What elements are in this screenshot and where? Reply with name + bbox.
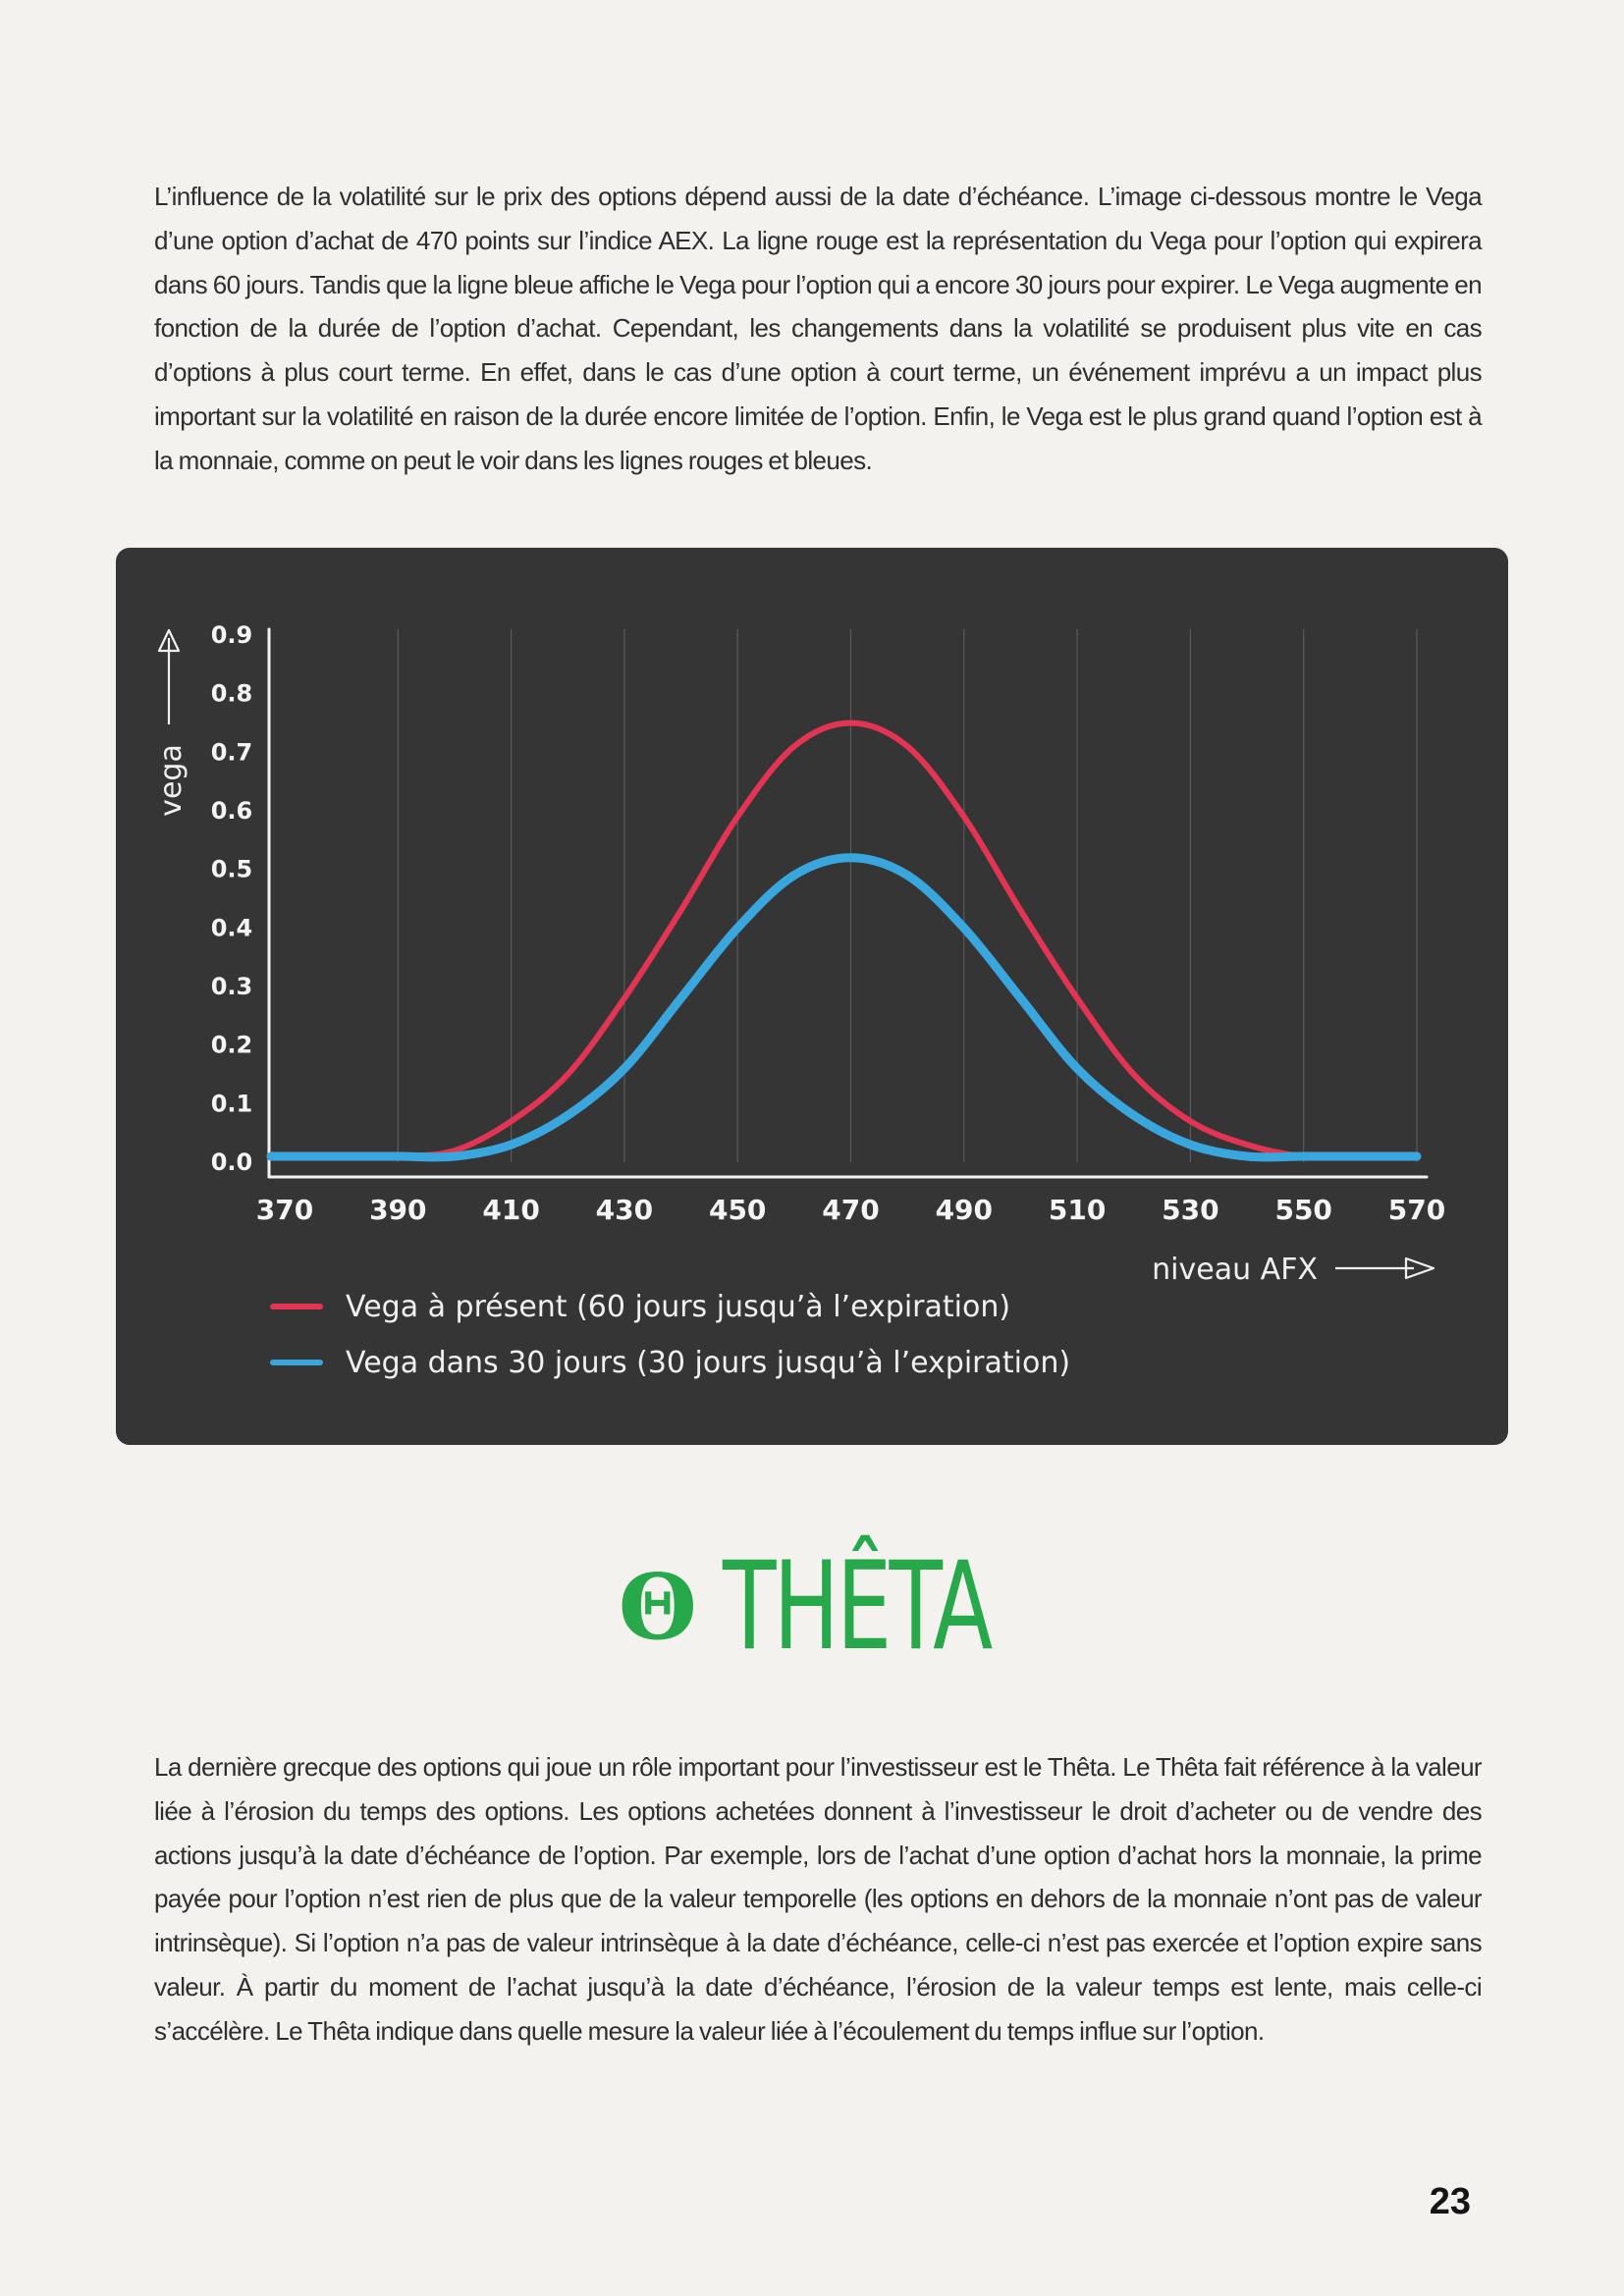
x-tick-label: 410 — [482, 1194, 539, 1226]
series-line-60-days — [268, 720, 1420, 1160]
y-tick-label: 0.8 — [211, 680, 253, 708]
legend-label: Vega à présent (60 jours jusqu’à l’expir… — [346, 1290, 1010, 1324]
y-tick-label: 0.2 — [211, 1032, 253, 1059]
x-tick-label: 370 — [256, 1194, 313, 1226]
x-axis-arrow-icon — [1335, 1256, 1435, 1280]
vega-chart-svg: 0.0 0.1 0.2 0.3 0.4 0.5 0.6 0.7 0.8 0.9 370 390 410 4… — [154, 621, 1445, 1380]
page-number: 23 — [1429, 2181, 1471, 2222]
y-tick-label: 0.4 — [211, 914, 253, 941]
theta-paragraph: La dernière grecque des options qui joue… — [154, 1752, 1483, 2046]
x-tick-label: 570 — [1388, 1194, 1445, 1226]
y-axis-title: vega — [154, 744, 189, 817]
y-tick-label: 0.7 — [211, 738, 253, 766]
x-tick-label: 550 — [1274, 1194, 1331, 1226]
x-tick-label: 450 — [709, 1194, 766, 1226]
y-tick-label: 0.6 — [211, 797, 253, 825]
section-heading: Θ THÊTA — [0, 1536, 1624, 1678]
x-tick-label: 430 — [596, 1194, 653, 1226]
x-tick-label: 510 — [1049, 1194, 1106, 1226]
legend-label: Vega dans 30 jours (30 jours jusqu’à l’e… — [346, 1346, 1070, 1380]
y-axis-arrow-icon — [157, 628, 181, 724]
y-tick-label: 0.9 — [211, 621, 253, 649]
series-line-30-days — [266, 853, 1422, 1162]
section-title: THÊTA — [722, 1536, 993, 1678]
x-tick-label: 530 — [1162, 1194, 1218, 1226]
x-tick-label: 490 — [936, 1194, 993, 1226]
theta-symbol: Θ — [618, 1554, 697, 1660]
y-tick-label: 0.1 — [211, 1090, 253, 1117]
intro-paragraph: L’influence de la volatilité sur le prix… — [154, 182, 1483, 475]
x-axis-title: niveau AFX — [1152, 1253, 1318, 1287]
y-tick-label: 0.5 — [211, 856, 253, 883]
vega-chart: 0.0 0.1 0.2 0.3 0.4 0.5 0.6 0.7 0.8 0.9 370 390 410 4… — [116, 548, 1508, 1445]
x-tick-label: 390 — [369, 1194, 426, 1226]
y-tick-label: 0.3 — [211, 973, 253, 1000]
y-tick-label: 0.0 — [211, 1148, 253, 1176]
x-tick-label: 470 — [822, 1194, 879, 1226]
